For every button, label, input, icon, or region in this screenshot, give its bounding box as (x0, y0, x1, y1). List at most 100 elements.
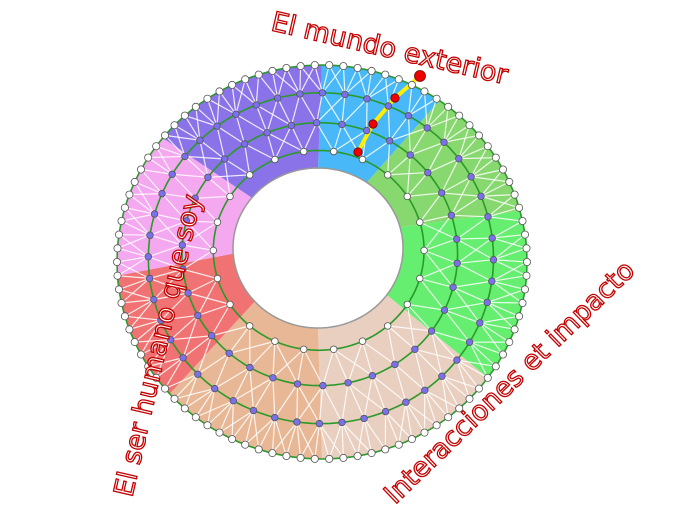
highlight-path-layer (356, 74, 422, 153)
spoke-line (271, 70, 279, 99)
spoke-line (405, 402, 413, 440)
spoke-line (487, 194, 516, 218)
spoke-line (277, 97, 292, 126)
spoke-line (341, 98, 368, 125)
spoke-line (408, 91, 426, 117)
spoke-line (318, 385, 324, 424)
ring-node (215, 428, 224, 437)
spoke-line (487, 288, 526, 303)
spoke-line (235, 113, 268, 134)
spoke-line (387, 325, 432, 332)
spokes-layer (116, 64, 528, 460)
spoke-line (423, 250, 454, 288)
ring-node (438, 372, 446, 380)
ring-node (160, 384, 169, 393)
spoke-line (344, 70, 372, 95)
spoke-line (121, 213, 155, 222)
ring-node (338, 418, 346, 427)
spoke-line (362, 340, 396, 365)
spoke-line (173, 124, 186, 157)
spoke-line (118, 233, 151, 236)
spoke-line (171, 173, 196, 199)
ring-node (274, 94, 282, 102)
ring-node (353, 64, 362, 73)
ring-node (515, 203, 524, 212)
spoke-line (406, 303, 433, 332)
spoke-line (471, 168, 504, 178)
ring-node (424, 168, 432, 177)
ring-node (191, 194, 199, 202)
spoke-line (224, 158, 250, 176)
spoke-line (303, 348, 324, 386)
spoke-line (431, 330, 458, 361)
ring-node (157, 316, 165, 324)
ring-node (282, 451, 291, 460)
spoke-line (328, 422, 343, 460)
spoke-line (480, 195, 520, 209)
ring-node (310, 454, 319, 463)
highlight-node (390, 93, 400, 103)
ring-node (136, 165, 145, 174)
spoke-line (140, 168, 173, 175)
spoke-line (117, 234, 151, 249)
spoke-line (117, 256, 149, 277)
highlight-node (414, 70, 426, 82)
ring-node (411, 345, 419, 353)
spoke-line (387, 325, 396, 365)
spoke-line (357, 418, 365, 457)
ring-node (213, 122, 221, 130)
spoke-line (296, 421, 302, 458)
spoke-line (211, 325, 250, 337)
spoke-line (185, 220, 214, 251)
ring-node (358, 337, 367, 345)
spoke-line (124, 299, 155, 317)
spoke-line (296, 383, 320, 424)
ring-node (245, 322, 254, 330)
ring-node (488, 277, 496, 285)
spoke-line (184, 115, 201, 141)
spoke-line (164, 373, 199, 390)
spoke-line (410, 141, 445, 156)
spoke-line (153, 268, 184, 301)
spoke-line (207, 174, 250, 178)
spoke-line (116, 261, 150, 279)
ring-node (180, 111, 189, 120)
ring-node (268, 449, 277, 458)
spoke-line (121, 277, 151, 304)
ring-node (453, 259, 461, 267)
spoke-line (134, 319, 162, 343)
spoke-line (186, 220, 218, 223)
ring-node (245, 171, 254, 179)
spoke-line (153, 292, 189, 301)
spoke-line (274, 125, 292, 160)
ring-node (491, 362, 500, 371)
ring-node (449, 283, 457, 291)
ring-node (210, 384, 219, 393)
spoke-line (487, 301, 520, 317)
ring-node (180, 404, 189, 413)
spoke-line (252, 377, 274, 411)
ring-node (407, 80, 416, 89)
ring-node (440, 306, 449, 314)
spoke-line (118, 288, 154, 301)
spoke-line (219, 91, 237, 115)
ring-node (166, 336, 175, 344)
ring-node (144, 153, 153, 162)
ring-node (491, 153, 500, 162)
ring-node (150, 295, 158, 304)
ring-node (146, 231, 154, 239)
ring-node (310, 61, 319, 70)
spoke-line (366, 70, 373, 99)
ring-node (271, 413, 279, 422)
spoke-line (118, 234, 149, 258)
spoke-line (124, 207, 151, 236)
ring-node (319, 381, 327, 390)
spoke-line (347, 382, 365, 419)
spoke-line (300, 423, 320, 459)
spoke-line (290, 125, 305, 152)
spoke-line (164, 134, 186, 157)
ring-node (120, 312, 129, 321)
spoke-line (274, 340, 299, 385)
spoke-line (266, 132, 304, 153)
ring-node (416, 218, 424, 226)
